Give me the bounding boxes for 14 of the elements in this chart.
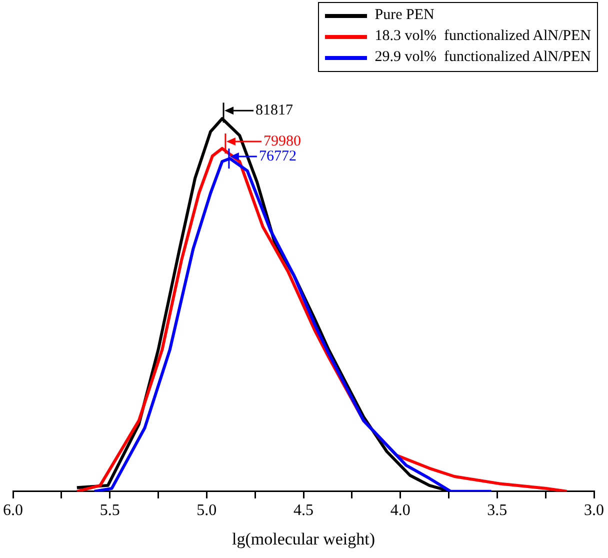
legend-label: Pure PEN: [374, 7, 434, 24]
x-tick-label: 5.0: [196, 502, 217, 520]
annotation: 76772: [258, 148, 296, 164]
x-axis-title: lg(molecular weight): [232, 529, 376, 548]
x-tick-label: 3.0: [584, 502, 604, 520]
x-tick-label: 4.0: [390, 502, 410, 520]
x-tick-label: 5.5: [100, 502, 120, 520]
x-tick-label: 6.0: [3, 502, 23, 520]
x-tick-label: 3.5: [487, 502, 508, 520]
legend-label: 18.3 vol% functionalized AlN/PEN: [374, 28, 591, 45]
annotation: 81817: [256, 102, 294, 119]
x-tick-label: 4.5: [294, 502, 314, 520]
legend-label: 29.9 vol% functionalized AlN/PEN: [374, 49, 591, 66]
annotation: 79980: [263, 133, 301, 150]
